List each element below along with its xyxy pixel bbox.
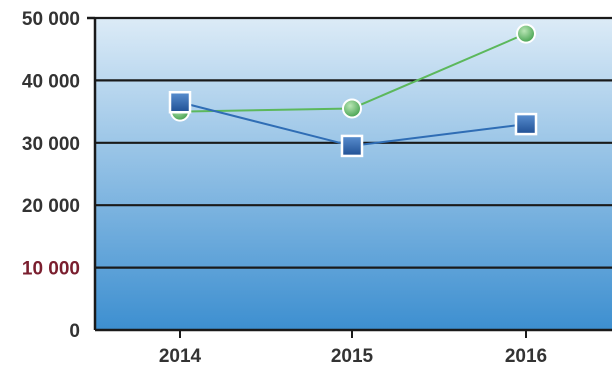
y-tick-label: 50 000 — [22, 9, 80, 30]
data-point-circle — [342, 98, 362, 119]
y-tick-label: 10 000 — [22, 259, 80, 280]
y-axis-ticks: 0 10 000 20 000 30 000 40 000 50 000 — [22, 9, 80, 342]
x-tick-label: 2015 — [331, 346, 374, 367]
y-tick-label: 20 000 — [22, 196, 80, 217]
data-point-square — [514, 112, 538, 136]
x-axis-ticks: 2014 2015 2016 — [159, 330, 547, 367]
y-tick-label: 0 — [69, 321, 80, 342]
x-tick-label: 2016 — [505, 346, 547, 367]
x-tick-label: 2014 — [159, 346, 202, 367]
series-markers — [168, 23, 538, 158]
data-point-circle — [516, 23, 536, 44]
data-point-square — [340, 134, 364, 158]
data-point-square — [168, 90, 192, 114]
y-tick-label: 30 000 — [22, 134, 80, 155]
y-tick-label: 40 000 — [22, 71, 80, 92]
plot-area — [95, 18, 612, 330]
